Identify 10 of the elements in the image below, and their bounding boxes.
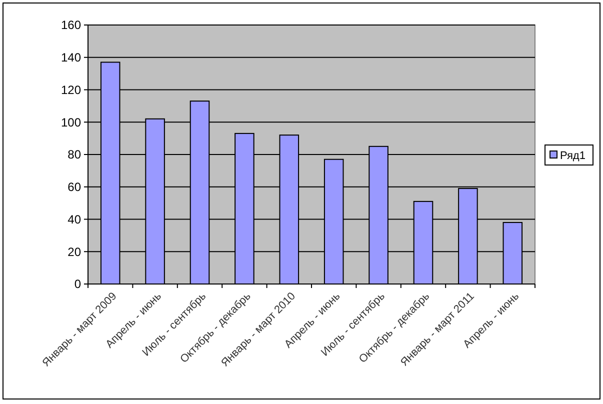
y-tick-label: 0 [74,277,82,292]
y-tick-label: 140 [60,50,82,65]
y-tick-label: 40 [68,212,82,226]
legend-label: Ряд1 [560,150,586,162]
y-tick-label: 20 [68,244,82,259]
y-tick-label: 160 [60,18,82,32]
y-tick-label: 100 [60,115,82,130]
y-tick-label: 80 [68,148,82,162]
y-tick-label: 60 [68,180,82,194]
y-tick-label: 120 [60,82,82,97]
